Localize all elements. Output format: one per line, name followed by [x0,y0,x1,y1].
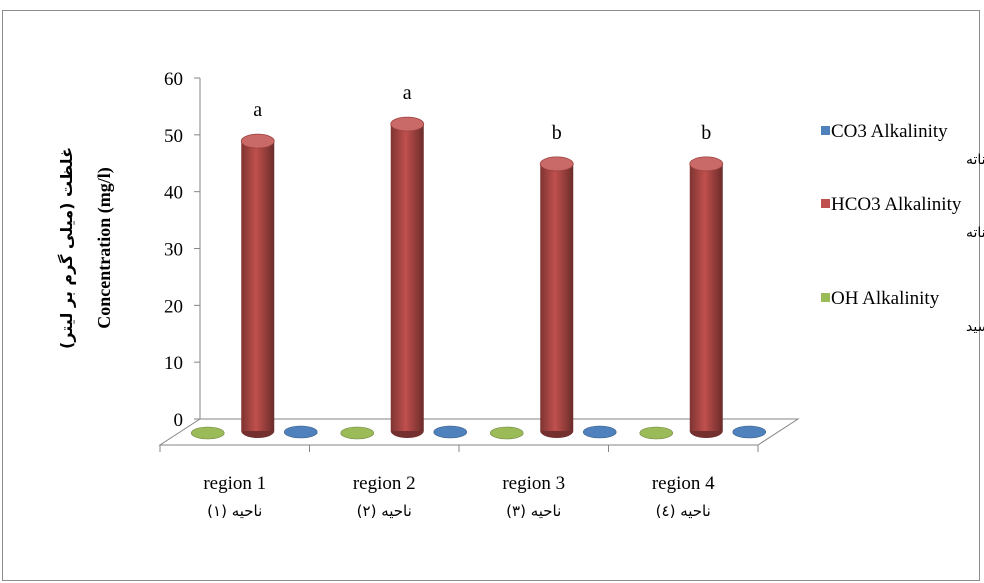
bar-flat-disc [340,426,375,440]
y-tick-label: 20 [164,296,183,317]
legend-label: HCO3 Alkalinity [831,194,962,215]
bar-top [240,133,275,149]
bar-flat-disc [283,425,318,439]
bar-body [540,163,574,431]
x-category-label-fa: ناحیه (۲) [357,502,412,520]
y-tick-label: 10 [164,353,183,374]
y-tick-label: 60 [164,69,183,90]
y-axis-title-fa: غلظت (میلی گرم بر لیتر) [57,147,76,349]
bar-top [390,116,425,132]
x-category-label-fa: ناحیه (۱) [207,502,262,520]
bar-flat-disc [639,426,674,440]
chart-labels: a a b b [253,82,711,144]
x-category-label: region 3 [502,473,565,494]
bar-data-label: a [403,82,412,104]
y-tick-label: 0 [174,410,184,431]
x-category-label: region 1 [203,473,266,494]
bar-data-label: b [701,122,711,144]
x-category-label-fa: ناحیه (٤) [656,502,711,520]
chart-bars [190,116,767,440]
x-category-label: region 2 [353,473,416,494]
bar-flat-disc [433,425,468,439]
bar-flat-disc [582,425,617,439]
bar-flat-disc [489,426,524,440]
chart-frame [2,10,980,581]
legend-label: OH Alkalinity [831,288,940,309]
y-tick-label: 40 [164,183,183,204]
bar-flat-disc [190,426,225,440]
x-category-label-fa: ناحیه (۳) [506,502,561,520]
bar-data-label: b [552,122,562,144]
bar-body [689,163,723,431]
chart-legend: CO3 Alkalinity قلیاییت کربناته HCO3 Alkali… [821,121,984,335]
legend-swatch [821,126,830,135]
legend-label-fa: قلیاییت هیدروکسید [966,319,984,335]
bar-flat-disc [732,425,767,439]
bar-body [241,141,275,431]
y-axis-title: Concentration (mg/l) [94,167,115,328]
y-tick-label: 50 [164,126,183,147]
legend-label-fa: قلیاییت بی کربناته [966,225,984,241]
legend-label-fa: قلیاییت کربناته [966,152,984,168]
chart-axes: 0 10 20 30 40 50 60 region 1 ناحیه (۱) region 2 نا… [57,69,800,520]
bar-body [390,124,424,431]
y-tick-label: 30 [164,240,183,261]
legend-swatch [821,199,830,208]
legend-label: CO3 Alkalinity [831,121,948,142]
bar-data-label: a [253,99,262,121]
x-category-label: region 4 [652,473,715,494]
bar-top [689,156,724,172]
legend-swatch [821,293,830,302]
bar-top [539,156,574,172]
